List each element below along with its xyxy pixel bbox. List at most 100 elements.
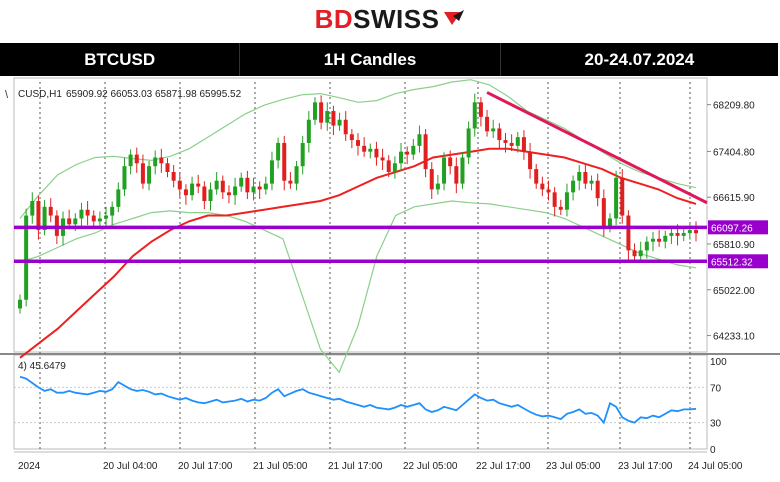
x-tick-label: 22 Jul 05:00	[403, 461, 458, 472]
logo-text: BDSWISS	[314, 3, 440, 34]
level-price-text: 65512.32	[711, 257, 753, 268]
candle-body	[571, 180, 576, 193]
rsi-line	[19, 375, 697, 425]
candle-body	[669, 232, 674, 236]
candle-body	[663, 235, 668, 242]
candle-body	[67, 218, 72, 225]
candle-body	[183, 189, 188, 196]
candle-body	[73, 218, 78, 225]
descending-trendline	[486, 91, 708, 205]
candle-body	[368, 148, 373, 152]
candle-body	[583, 172, 588, 184]
candle-body	[190, 183, 195, 196]
candle-body	[497, 128, 502, 141]
candle-body	[614, 177, 619, 219]
candle-body	[196, 183, 201, 187]
candle-body	[657, 238, 662, 242]
x-tick-label: 20 Jul 04:00	[103, 461, 158, 472]
y-tick-label: 65022.00	[713, 286, 755, 297]
candle-body	[282, 142, 287, 181]
candle-body	[202, 186, 207, 202]
date-range-label: 20-24.07.2024	[499, 43, 778, 76]
rsi-tick-label: 0	[710, 445, 716, 456]
candle-body	[472, 102, 477, 129]
x-tick-label: 2024	[18, 461, 41, 472]
candle-body	[694, 230, 698, 234]
candle-body	[306, 119, 311, 143]
candle-body	[491, 128, 496, 132]
level-price-text: 66097.26	[711, 223, 753, 234]
candle-body	[251, 186, 256, 193]
candle-body	[171, 172, 176, 181]
candle-body	[399, 151, 404, 164]
candle-body	[552, 192, 557, 207]
candle-body	[386, 160, 391, 172]
candle-body	[18, 299, 22, 309]
candle-body	[122, 166, 127, 190]
x-tick-label: 21 Jul 17:00	[328, 461, 383, 472]
candle-body	[159, 157, 164, 164]
candle-body	[116, 189, 121, 207]
x-tick-label: 24 Jul 05:00	[688, 461, 743, 472]
candle-body	[147, 166, 152, 184]
candle-body	[546, 189, 551, 193]
candle-body	[620, 177, 625, 216]
rsi-tick-label: 70	[710, 383, 722, 394]
candle-body	[435, 183, 440, 190]
candle-body	[411, 145, 416, 155]
candle-body	[331, 111, 336, 126]
candle-body	[97, 218, 102, 222]
timeframe-label: 1H Candles	[239, 43, 499, 76]
candle-body	[503, 140, 508, 143]
candle-body	[214, 180, 219, 190]
candle-body	[638, 250, 643, 257]
candle-body	[460, 157, 465, 184]
ohlc-values: 65909.92 66053.03 65871.98 65995.52	[66, 89, 242, 100]
rsi-tick-label: 30	[710, 419, 722, 430]
candle-body	[687, 230, 692, 233]
candle-body	[36, 201, 41, 231]
candle-body	[374, 148, 379, 158]
x-tick-label: 22 Jul 17:00	[476, 461, 531, 472]
candle-body	[312, 102, 317, 120]
candle-body	[485, 116, 490, 132]
candle-body	[276, 142, 281, 161]
candle-body	[233, 186, 238, 196]
bdswiss-logo: BDSWISS	[0, 0, 780, 38]
candle-body	[153, 157, 158, 167]
candle-body	[226, 192, 231, 196]
candle-body	[140, 163, 145, 184]
candle-body	[362, 145, 367, 152]
candle-body	[85, 209, 90, 216]
moving-average-line	[19, 147, 697, 359]
candle-body	[104, 215, 109, 219]
candle-body	[79, 209, 84, 219]
chart-corner-mark: \	[5, 89, 9, 101]
candle-body	[134, 154, 139, 164]
candle-body	[577, 172, 582, 181]
candle-body	[349, 134, 354, 141]
candle-body	[429, 169, 434, 190]
candle-body	[110, 206, 115, 216]
candle-body	[128, 154, 133, 167]
candle-body	[288, 180, 293, 184]
candle-body	[466, 128, 471, 158]
y-tick-label: 67404.80	[713, 147, 755, 158]
candle-body	[626, 215, 631, 251]
symbol-timeframe: CUSD,H1	[18, 89, 62, 100]
candle-body	[380, 157, 385, 161]
logo-arrow-icon	[444, 10, 465, 25]
candle-body	[448, 157, 453, 167]
candle-body	[263, 183, 268, 190]
main-panel-frame	[13, 77, 708, 353]
candle-body	[601, 198, 606, 228]
candle-body	[558, 206, 563, 210]
candle-body	[534, 169, 539, 184]
candle-body	[300, 142, 305, 167]
level-price-tag	[708, 254, 768, 269]
candle-body	[644, 241, 649, 251]
candle-body	[269, 160, 274, 184]
candle-body	[42, 206, 47, 231]
candle-body	[319, 102, 324, 123]
candle-body	[30, 201, 35, 216]
